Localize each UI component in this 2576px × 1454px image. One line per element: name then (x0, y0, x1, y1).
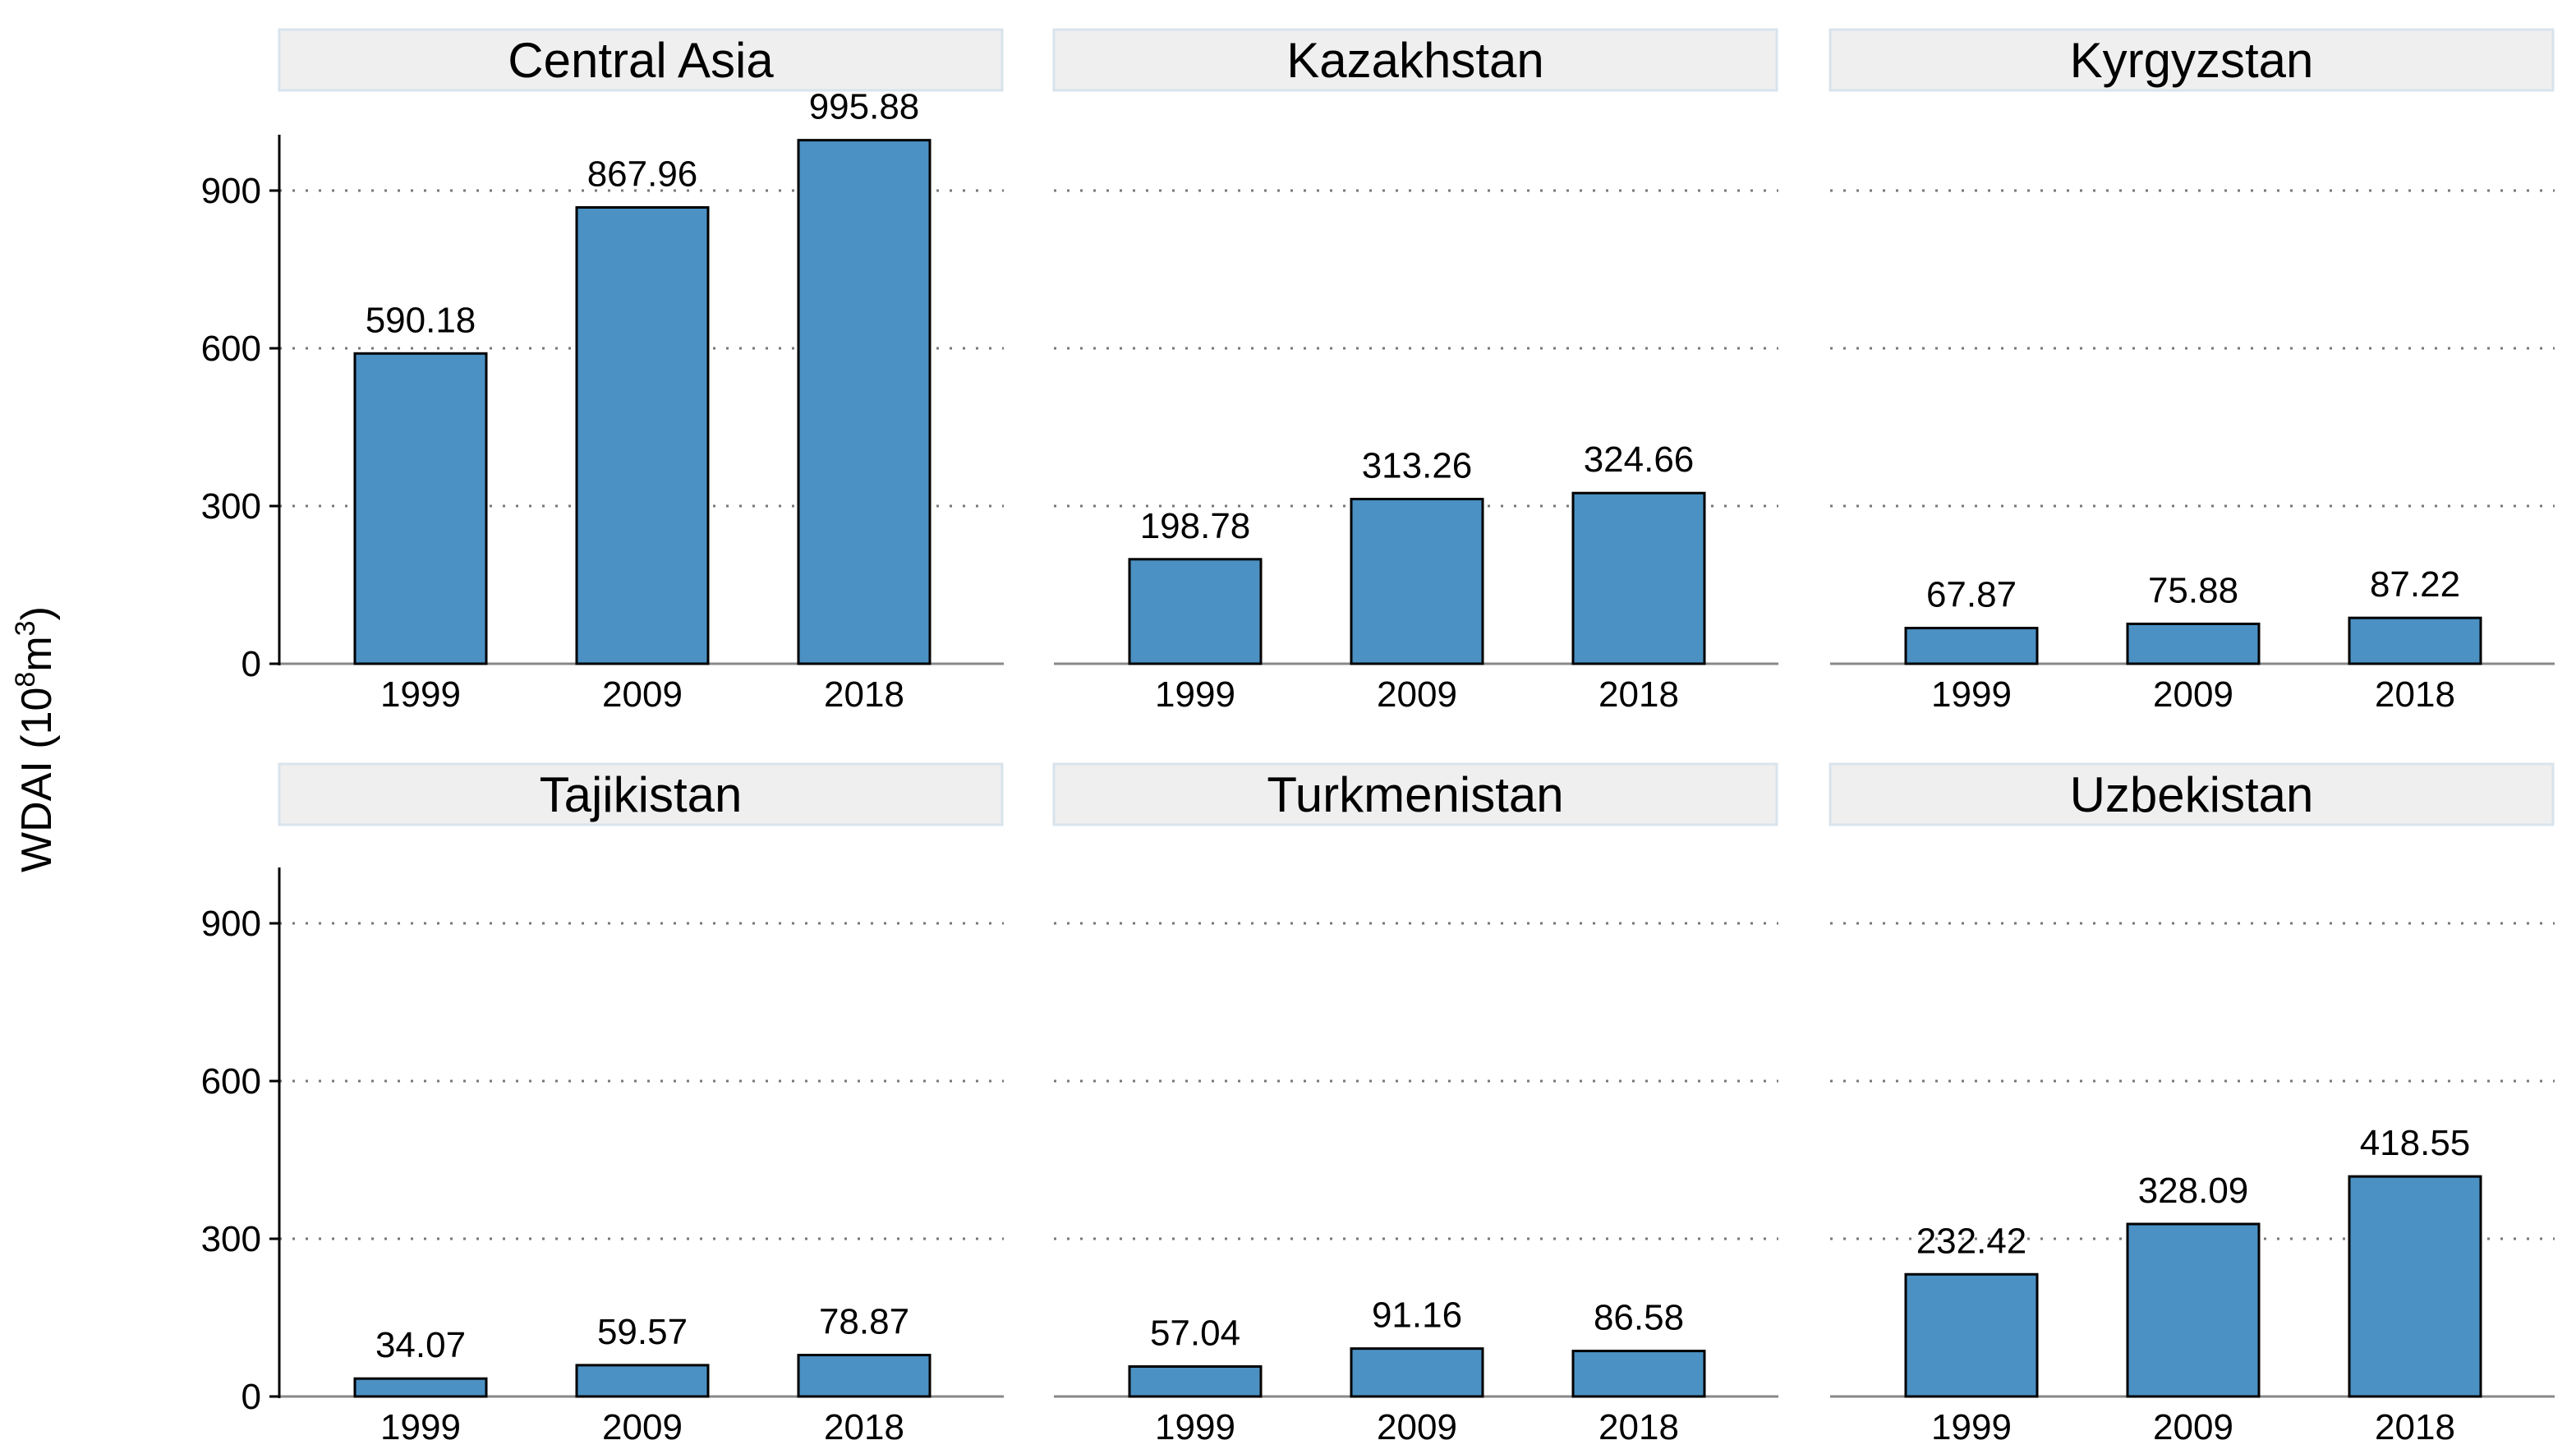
x-tick-label: 2018 (2375, 674, 2455, 715)
bar-2009 (1350, 498, 1484, 665)
x-tick-label: 2009 (602, 1407, 683, 1447)
panel-title: Kyrgyzstan (2070, 33, 2314, 88)
y-tick-label: 900 (201, 904, 261, 944)
data-label: 59.57 (597, 1312, 688, 1352)
data-label: 67.87 (1926, 575, 2017, 615)
data-label: 232.42 (1916, 1221, 2027, 1261)
bar-2009 (2126, 622, 2261, 665)
data-label: 75.88 (2148, 570, 2238, 610)
y-tick-label: 0 (242, 644, 261, 684)
x-tick-label: 1999 (1155, 674, 1235, 715)
bar-1999 (1904, 1272, 2039, 1398)
bar-1999 (1128, 558, 1263, 665)
x-tick-label: 2018 (2375, 1407, 2455, 1447)
bar-2009 (575, 206, 710, 665)
data-label: 87.22 (2370, 564, 2460, 605)
data-label: 590.18 (366, 300, 476, 340)
x-tick-label: 1999 (1931, 674, 2012, 715)
panel-title: Turkmenistan (1267, 767, 1563, 822)
panel-strip (278, 762, 1004, 826)
y-tick-label: 900 (201, 171, 261, 211)
data-label: 418.55 (2360, 1123, 2471, 1163)
data-label: 91.16 (1372, 1295, 1462, 1336)
data-label: 57.04 (1150, 1313, 1240, 1353)
x-tick-label: 2018 (824, 674, 904, 715)
bar-2018 (2348, 616, 2482, 665)
x-tick-label: 2009 (2153, 674, 2233, 715)
y-axis-label: WDAI (108m3) (10, 606, 61, 872)
bar-2009 (1350, 1347, 1484, 1398)
y-tick-label: 300 (201, 1219, 261, 1259)
data-label: 34.07 (375, 1325, 466, 1365)
bar-2018 (2348, 1175, 2482, 1398)
panel-strip (1052, 762, 1778, 826)
bar-2009 (2126, 1222, 2261, 1398)
x-tick-label: 2009 (1377, 674, 1457, 715)
panel-strip (1828, 762, 2555, 826)
bar-2018 (797, 139, 932, 665)
x-tick-label: 2009 (1377, 1407, 1457, 1447)
panel-title: Kazakhstan (1286, 33, 1544, 88)
y-tick-label: 300 (201, 486, 261, 527)
x-tick-label: 2009 (602, 674, 683, 715)
bar-1999 (1904, 627, 2039, 665)
y-tick-label: 600 (201, 329, 261, 369)
data-label: 86.58 (1594, 1298, 1684, 1338)
x-tick-label: 1999 (1931, 1407, 2012, 1447)
panel-strip (278, 28, 1004, 92)
bar-1999 (1128, 1364, 1263, 1398)
data-label: 328.09 (2138, 1171, 2249, 1211)
bar-1999 (353, 352, 488, 665)
y-tick-label: 0 (242, 1377, 261, 1417)
x-tick-label: 2009 (2153, 1407, 2233, 1447)
x-tick-label: 2018 (824, 1407, 904, 1447)
y-tick-label: 600 (201, 1061, 261, 1102)
data-label: 198.78 (1140, 506, 1251, 546)
bar-2018 (1571, 491, 1706, 665)
x-tick-label: 2018 (1598, 1407, 1679, 1447)
panel-strip (1828, 28, 2555, 92)
x-tick-label: 1999 (380, 674, 461, 715)
data-label: 995.88 (809, 87, 920, 127)
data-label: 324.66 (1584, 439, 1695, 480)
data-label: 78.87 (819, 1302, 909, 1342)
bar-2018 (1571, 1350, 1706, 1398)
panel-strip (1052, 28, 1778, 92)
bar-2009 (575, 1364, 710, 1398)
x-tick-label: 2018 (1598, 674, 1679, 715)
bar-2018 (797, 1354, 932, 1398)
data-label: 313.26 (1362, 446, 1473, 486)
panel-title: Central Asia (508, 33, 774, 88)
x-tick-label: 1999 (1155, 1407, 1235, 1447)
bar-1999 (353, 1377, 488, 1398)
data-label: 867.96 (587, 154, 698, 195)
panel-title: Uzbekistan (2070, 767, 2314, 822)
panel-title: Tajikistan (540, 767, 743, 822)
x-tick-label: 1999 (380, 1407, 461, 1447)
